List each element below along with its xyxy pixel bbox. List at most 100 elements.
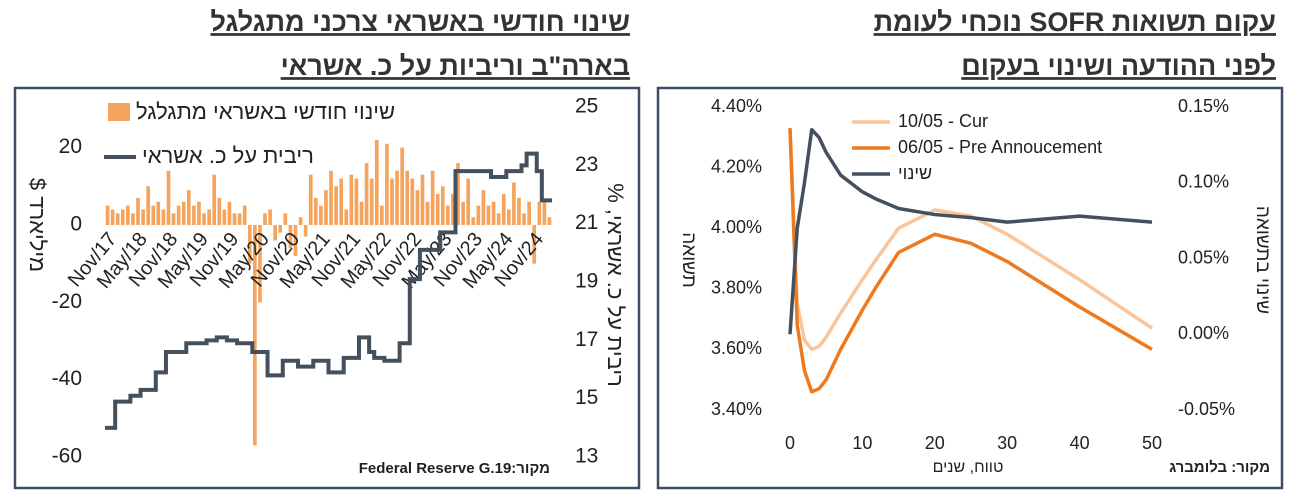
bar xyxy=(146,186,151,225)
panel-frame xyxy=(13,86,641,490)
bar xyxy=(522,213,526,225)
bar xyxy=(481,190,486,225)
x-tick-label: 20 xyxy=(925,433,945,453)
y-axis-title: תשואה xyxy=(678,232,699,288)
bar xyxy=(329,170,333,225)
bar xyxy=(237,213,242,225)
bar xyxy=(364,163,369,225)
bar xyxy=(435,194,440,225)
bar xyxy=(186,190,191,225)
bar xyxy=(405,170,410,225)
bar xyxy=(308,174,313,225)
y-tick-label: 20 xyxy=(59,135,82,158)
bar xyxy=(242,205,247,225)
x-tick-label: 40 xyxy=(1070,433,1090,453)
bar xyxy=(192,205,196,225)
bar xyxy=(400,147,404,225)
bar xyxy=(227,201,232,225)
bar xyxy=(542,201,547,225)
bar xyxy=(151,205,156,225)
bar xyxy=(197,201,201,225)
bar xyxy=(222,209,227,225)
bar xyxy=(461,201,465,225)
bar xyxy=(273,224,278,241)
bar xyxy=(141,209,145,225)
source: מקור: בלומברג xyxy=(1169,459,1270,476)
y-axis-title: מיליארד $ xyxy=(25,178,50,272)
chart-title: שינוי חודשי באשראי צרכני מתגלגל xyxy=(210,7,630,37)
bar xyxy=(491,201,496,225)
legend-swatch xyxy=(108,103,130,121)
x-tick-label: 30 xyxy=(997,433,1017,453)
bar xyxy=(446,205,450,225)
bar xyxy=(207,209,211,225)
bar xyxy=(283,213,288,225)
bar xyxy=(166,170,171,225)
bar xyxy=(156,201,161,225)
bar xyxy=(313,197,318,225)
bar xyxy=(136,197,140,225)
bar xyxy=(501,194,506,225)
y2-tick-label: 0.00% xyxy=(1178,323,1229,343)
y2-tick-label: 17 xyxy=(575,328,598,351)
bar xyxy=(212,174,217,225)
bar xyxy=(105,205,110,225)
bar xyxy=(161,209,166,225)
bar xyxy=(110,209,115,225)
bar xyxy=(319,205,323,225)
bar xyxy=(410,178,415,225)
bar xyxy=(496,213,501,225)
bar xyxy=(115,213,120,225)
bar xyxy=(268,209,272,225)
y2-tick-label: 25 xyxy=(575,95,598,118)
y-tick-label: 0 xyxy=(70,213,82,236)
bar xyxy=(390,178,394,225)
y-tick-label: 3.40% xyxy=(711,399,762,419)
line xyxy=(105,151,552,430)
bar xyxy=(456,163,460,225)
y-tick-label: 3.60% xyxy=(711,338,762,358)
bar xyxy=(120,209,125,225)
line xyxy=(788,128,1153,394)
bar xyxy=(415,190,420,225)
y2-tick-label: 0.05% xyxy=(1178,247,1229,267)
chart-title: לפני ההודעה ושינוי בעקום xyxy=(961,51,1276,81)
bar xyxy=(247,224,252,264)
bar xyxy=(420,174,425,225)
bar xyxy=(359,201,364,225)
source: מקור:Federal Reserve G.19 xyxy=(359,460,550,477)
bar xyxy=(506,209,511,225)
bar xyxy=(349,174,354,225)
chart-title: בארה"ב וריביות על כ. אשראי xyxy=(281,51,630,81)
line xyxy=(788,128,1153,352)
panel-frame xyxy=(656,86,1284,490)
bar xyxy=(379,205,384,225)
y2-tick-label: 0.15% xyxy=(1178,96,1229,116)
line xyxy=(788,127,1153,335)
y-tick-label: 3.80% xyxy=(711,278,762,298)
bar xyxy=(278,224,283,233)
y2-tick-label: 23 xyxy=(575,153,598,176)
bar xyxy=(344,209,349,225)
bar xyxy=(217,197,222,225)
bar xyxy=(288,224,293,249)
bar xyxy=(181,201,186,225)
bar xyxy=(425,201,430,225)
legend-label: ריבית על כ. אשראי xyxy=(142,143,314,168)
bar xyxy=(527,201,531,225)
legend-label: 06/05 - Pre Annoucement xyxy=(898,137,1102,157)
legend-label: שינוי חודשי באשראי מתגלגל xyxy=(136,99,395,124)
y2-tick-label: 15 xyxy=(575,386,598,409)
chart-title: עקום תשואות SOFR נוכחי לעומת xyxy=(874,7,1276,37)
x-tick-label: 0 xyxy=(785,433,795,453)
bar xyxy=(395,170,399,225)
bar xyxy=(512,182,516,225)
bar xyxy=(440,186,445,225)
bar xyxy=(263,213,267,225)
bar xyxy=(374,139,379,225)
bar xyxy=(385,143,389,225)
y-tick-label: -40 xyxy=(52,367,82,390)
bar xyxy=(258,224,262,303)
bar xyxy=(451,194,455,225)
bar xyxy=(471,217,476,225)
